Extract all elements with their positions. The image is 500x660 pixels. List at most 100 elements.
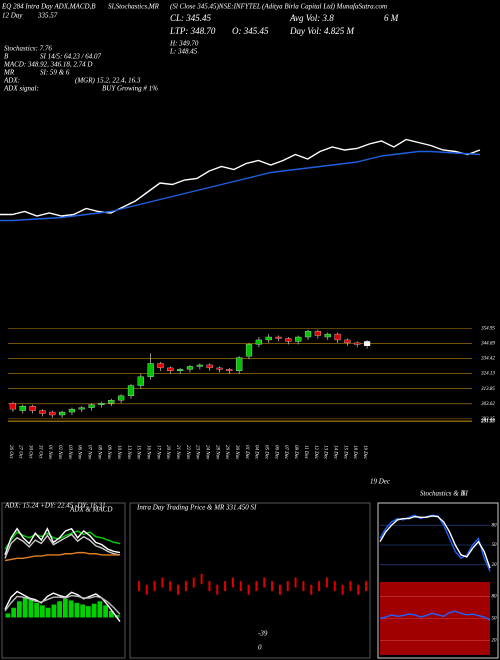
x-tick-label: 30 Oct (27, 445, 32, 459)
header-text: ADX: (3, 77, 20, 85)
price-tick (341, 584, 344, 595)
bar (109, 611, 114, 618)
bar (86, 606, 91, 618)
header-text: 6 M (384, 13, 399, 23)
candle-body (265, 336, 272, 341)
header-text: (Sl Close 345.45)NSE:INFYTEL (170, 3, 261, 11)
date-label: 19 Dec (370, 478, 391, 486)
x-tick-label: 24 Nov (205, 445, 210, 460)
bar (103, 605, 108, 618)
candle-body (236, 357, 243, 372)
x-tick-label: 09 Nov (106, 445, 111, 460)
price-tick (200, 573, 203, 584)
price-tick (302, 581, 305, 592)
y-tick-label: 20 (492, 639, 498, 644)
candle-body (88, 404, 95, 408)
candle-body (363, 341, 371, 346)
x-tick-label: 16 Nov (146, 445, 151, 460)
x-tick-label: 20 Nov (165, 445, 170, 460)
y-tick-label: 324.13 (481, 372, 495, 377)
bar (40, 605, 45, 618)
series-line (4, 594, 121, 615)
price-tick (161, 577, 164, 588)
bar (91, 603, 97, 618)
price-tick (184, 581, 187, 592)
candle-body (216, 367, 223, 370)
x-tick-label: 10 Nov (116, 445, 121, 460)
candle-body (344, 339, 351, 344)
annotation: 0 (258, 644, 262, 652)
x-tick-label: 03 Nov (67, 445, 72, 460)
price-tick (169, 581, 172, 592)
header-text: (MGR) 15.2, 22.4, 16.3 (75, 77, 141, 85)
header-text: Day Vol: 4.825 M (289, 26, 354, 36)
x-tick-label: 14 Dec (332, 445, 337, 460)
bar (5, 613, 11, 618)
x-tick-label: 13 Dec (323, 445, 328, 460)
price-tick (278, 584, 281, 595)
candle-body (98, 403, 105, 405)
bar (51, 604, 57, 618)
price-tick (357, 584, 360, 595)
candle-body (78, 407, 85, 410)
bar (63, 598, 68, 618)
header-text: SI: 59 & 6 (40, 69, 70, 77)
y-tick-label: 80 (492, 523, 498, 528)
candle-body (167, 367, 174, 372)
bar (97, 601, 103, 618)
panel-frame (129, 502, 371, 659)
x-tick-label: 08 Dec (293, 445, 298, 460)
x-tick-label: 17 Nov (155, 445, 160, 460)
price-tick (137, 581, 140, 592)
x-tick-label: 22 Nov (185, 445, 190, 460)
panel-title: ADX: 15.24 +DY: 22.45 -DY: 16.31 (4, 502, 106, 510)
price-tick (153, 581, 156, 592)
series-line (379, 514, 491, 572)
series-line (379, 610, 491, 621)
header-text: Stochastics: 7.76 (4, 45, 52, 53)
y-tick-label: 354.95 (481, 326, 495, 331)
x-tick-label: 31 Oct (37, 445, 42, 459)
candle-body (177, 369, 184, 372)
bar (11, 607, 16, 618)
price-tick (349, 581, 352, 592)
candle-body (314, 330, 321, 336)
bar (22, 597, 28, 618)
candle-body (275, 336, 282, 339)
candle-body (295, 336, 302, 342)
candle-body (118, 395, 125, 401)
panel-frame (377, 502, 499, 659)
bar (34, 602, 39, 618)
series-line (0, 138, 481, 217)
y-tick-label: 293.35 (481, 417, 495, 422)
series-line (4, 533, 121, 559)
candle-body (29, 406, 36, 411)
candle-body (324, 333, 331, 338)
y-tick-label: 291.53 (481, 420, 495, 425)
candle-body (19, 406, 26, 411)
price-tick (192, 577, 195, 588)
header-text: SI 14/5: 64.23 / 64.07 (40, 53, 102, 61)
price-tick (318, 581, 321, 592)
candle-body (285, 338, 292, 342)
candle-body (68, 408, 76, 413)
x-tick-label: 07 Dec (283, 445, 288, 460)
y-tick-label: 303.62 (481, 402, 495, 407)
price-tick (333, 581, 336, 592)
candle-body (245, 344, 253, 357)
candle-body (147, 363, 154, 377)
x-tick-label: 15 Dec (342, 445, 347, 460)
panel-label: SI (462, 490, 469, 498)
x-tick-label: 28 Nov (214, 445, 219, 460)
annotation: -39 (258, 630, 268, 638)
price-tick (145, 584, 148, 595)
header-text: H: 349.70 (169, 40, 199, 48)
x-tick-label: 19 Dec (362, 445, 367, 460)
bar (28, 599, 34, 618)
x-tick-label: 08 Nov (96, 445, 101, 460)
header-text: ADX signal: (3, 85, 39, 93)
panel-title: Stochastics & R (420, 490, 465, 498)
bar (80, 604, 85, 618)
candle-body (39, 410, 46, 414)
